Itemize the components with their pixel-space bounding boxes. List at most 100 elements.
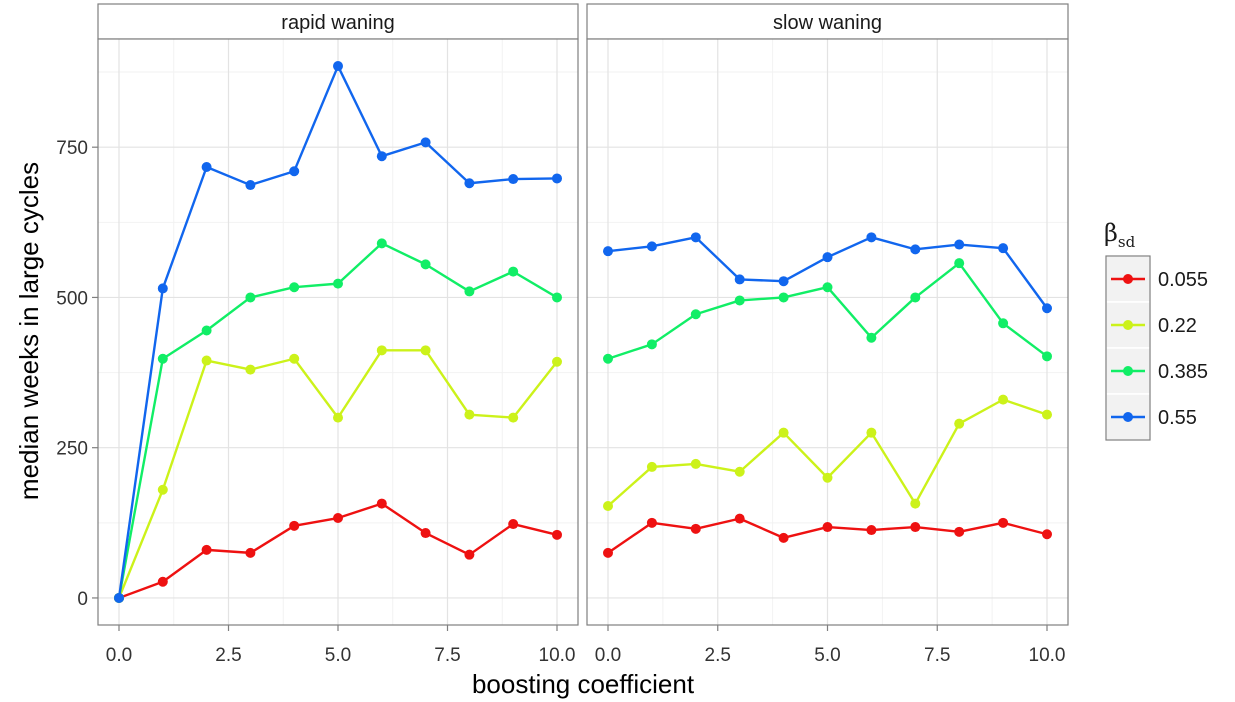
data-point <box>954 239 965 250</box>
data-point <box>1042 303 1052 314</box>
data-point <box>646 517 657 528</box>
data-point <box>245 292 256 303</box>
panel-2: slow waning <box>586 3 1069 626</box>
data-point <box>603 547 613 558</box>
x-tick-label: 5.0 <box>325 645 351 666</box>
panel-grid <box>587 39 1068 625</box>
data-point <box>245 180 256 191</box>
y-tick-label: 500 <box>56 288 88 309</box>
data-point <box>998 318 1009 329</box>
data-point <box>289 282 300 293</box>
data-point <box>690 523 701 534</box>
data-point <box>508 266 519 277</box>
legend-key-point <box>1123 366 1133 376</box>
x-tick-label: 2.5 <box>705 645 731 666</box>
panel-1: rapid waning <box>97 3 579 626</box>
data-point <box>464 178 475 189</box>
data-point <box>1042 351 1052 362</box>
data-point <box>690 309 701 320</box>
y-axis-title: median weeks in large cycles <box>14 162 44 500</box>
legend-label: 0.055 <box>1158 269 1208 291</box>
x-tick-label: 10.0 <box>1029 645 1066 666</box>
x-tick-label: 5.0 <box>814 645 840 666</box>
x-tick-label: 7.5 <box>924 645 950 666</box>
data-point <box>778 292 789 303</box>
legend-key-border <box>1105 255 1151 441</box>
data-point <box>646 241 657 252</box>
data-point <box>552 529 562 540</box>
data-point <box>333 61 343 72</box>
y-axis: 0 250 500 750 <box>56 138 98 610</box>
data-point <box>289 353 300 364</box>
data-point <box>1042 409 1052 420</box>
series-0.055 <box>114 498 562 603</box>
panel-title: slow waning <box>773 12 882 34</box>
data-point <box>822 252 833 263</box>
data-point <box>245 364 256 375</box>
data-point <box>464 286 475 297</box>
series-0.055 <box>603 513 1052 558</box>
legend-title-main: β <box>1104 219 1118 247</box>
legend-title-sub: sd <box>1118 233 1136 251</box>
data-point <box>201 544 212 555</box>
panels-layer: rapid waning slow waning <box>97 3 1069 626</box>
data-point <box>954 258 965 269</box>
y-tick-label: 250 <box>56 439 88 460</box>
panel-strip <box>97 3 579 40</box>
data-point <box>603 500 613 511</box>
data-point <box>289 166 300 177</box>
legend-key-point <box>1123 274 1133 284</box>
data-point <box>508 519 519 530</box>
data-point <box>552 173 562 184</box>
x-axis: 0.0 2.5 5.0 7.5 10.0 0.0 2.5 5.0 7.5 10.0 <box>106 625 1066 666</box>
data-point <box>552 292 562 303</box>
data-point <box>954 418 965 429</box>
data-point <box>420 528 431 539</box>
data-point <box>289 520 300 531</box>
data-point <box>778 276 789 287</box>
data-point <box>333 513 343 524</box>
data-point <box>866 232 877 243</box>
x-tick-label: 0.0 <box>106 645 132 666</box>
legend-key-point <box>1123 412 1133 422</box>
data-point <box>954 526 965 537</box>
data-point <box>646 461 657 472</box>
x-axis-title: boosting coefficient <box>472 669 695 699</box>
data-point <box>866 332 877 343</box>
data-point <box>420 345 431 356</box>
data-point <box>376 345 387 356</box>
x-tick-label: 7.5 <box>434 645 460 666</box>
data-point <box>603 246 613 257</box>
legend-label: 0.22 <box>1158 315 1197 337</box>
data-point <box>822 282 833 293</box>
data-point <box>910 244 921 255</box>
x-tick-label: 0.0 <box>595 645 621 666</box>
data-point <box>998 394 1009 405</box>
data-point <box>201 325 212 336</box>
series-0.22 <box>603 394 1052 511</box>
legend-item-0.55: 0.55 <box>1105 393 1197 441</box>
data-point <box>420 137 431 148</box>
series-0.55 <box>603 232 1052 314</box>
data-point <box>734 466 745 477</box>
data-point <box>157 576 168 587</box>
series-0.385 <box>603 258 1052 364</box>
data-point <box>420 259 431 270</box>
legend-key-point <box>1123 320 1133 330</box>
data-point <box>646 339 657 350</box>
data-point <box>376 151 387 162</box>
data-point <box>201 355 212 366</box>
data-point <box>245 547 256 558</box>
x-tick-label: 10.0 <box>539 645 576 666</box>
data-point <box>998 517 1009 528</box>
data-point <box>690 232 701 243</box>
data-point <box>866 525 877 536</box>
data-point <box>508 412 519 423</box>
data-point <box>910 498 921 509</box>
data-point <box>464 409 475 420</box>
y-tick-label: 750 <box>56 138 88 159</box>
y-tick-label: 0 <box>77 589 88 610</box>
data-point <box>157 283 168 294</box>
data-point <box>998 243 1009 254</box>
